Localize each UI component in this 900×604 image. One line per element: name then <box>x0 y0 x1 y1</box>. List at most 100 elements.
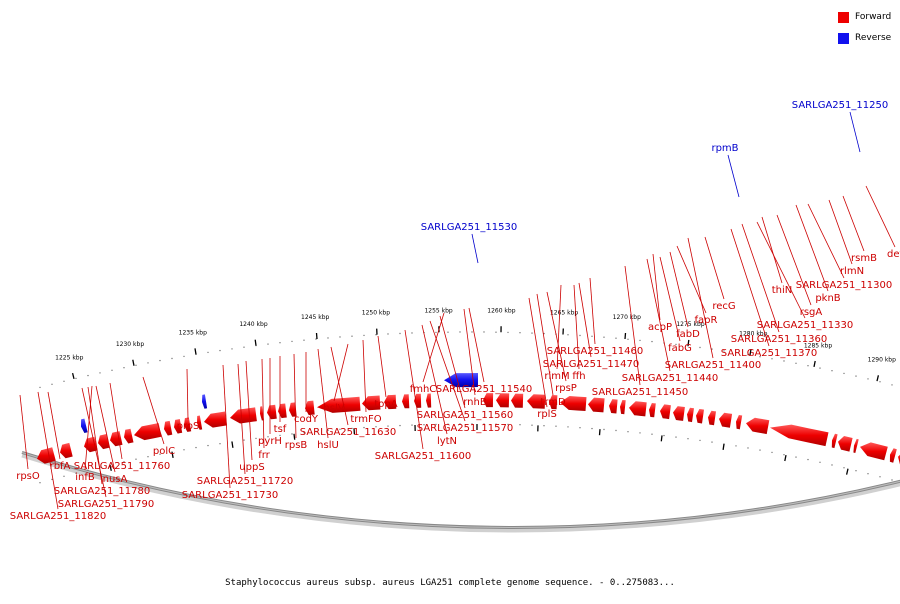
tick-dot <box>627 339 628 340</box>
forward-gene-label-hslv: hslV <box>323 403 344 414</box>
tick-dot <box>879 381 880 382</box>
forward-gene-label-sarlga251-11720: SARLGA251_11720 <box>197 476 293 487</box>
forward-gene-label-nusa: nusA <box>103 474 128 485</box>
tick-dot <box>819 462 820 463</box>
reverse-gene <box>81 419 88 433</box>
forward-leader-line <box>223 365 230 488</box>
tick-label: 1270 kbp <box>613 314 641 321</box>
tick-dot <box>471 331 472 332</box>
tick-dot <box>855 470 856 471</box>
forward-gene <box>134 423 161 440</box>
forward-gene-label-sarlga251-11780: SARLGA251_11780 <box>54 486 150 497</box>
tick-dot <box>855 375 856 376</box>
forward-leader-line <box>762 217 782 283</box>
forward-gene-label-sarlga251-11630: SARLGA251_11630 <box>300 427 396 438</box>
tick-dot <box>795 456 796 457</box>
tick-dot <box>135 459 136 460</box>
legend-reverse: Reverse <box>838 30 900 46</box>
tick-dot <box>111 370 112 371</box>
forward-gene <box>110 431 123 446</box>
forward-gene <box>649 403 656 417</box>
forward-gene <box>511 394 523 408</box>
forward-leader-line <box>670 252 688 327</box>
forward-gene <box>719 413 732 428</box>
tick-mark <box>255 340 256 346</box>
tick-dot <box>123 367 124 368</box>
tick-dot <box>279 342 280 343</box>
forward-gene-label-lytn: lytN <box>437 436 457 447</box>
forward-gene <box>620 400 626 414</box>
forward-leader-line <box>378 336 386 397</box>
forward-gene-label-sarlga251-11360: SARLGA251_11360 <box>731 334 827 345</box>
forward-gene <box>609 399 618 413</box>
tick-dot <box>807 459 808 460</box>
forward-leader-line <box>430 321 465 421</box>
tick-dot <box>879 476 880 477</box>
tick-dot <box>615 338 616 339</box>
forward-gene-label-sarlga251-11300: SARLGA251_11300 <box>796 280 892 291</box>
tick-dot <box>159 360 160 361</box>
tick-dot <box>579 427 580 428</box>
tick-dot <box>843 373 844 374</box>
forward-gene-label-rpsb: rpsB <box>285 440 308 451</box>
forward-gene <box>687 408 694 422</box>
tick-dot <box>579 335 580 336</box>
legend-forward-label: Forward <box>855 12 891 22</box>
tick-label: 1245 kbp <box>301 314 329 321</box>
tick-dot <box>39 482 40 483</box>
tick-label: 1265 kbp <box>550 310 578 317</box>
tick-dot <box>843 467 844 468</box>
tick-label: 1260 kbp <box>487 307 515 314</box>
forward-gene <box>60 443 73 458</box>
tick-label: 1240 kbp <box>239 321 267 328</box>
forward-leader-line <box>647 259 670 371</box>
forward-leader-line <box>688 238 713 358</box>
forward-gene-label-rlmn: rlmN <box>840 266 864 277</box>
forward-gene-label-sarlga251-11570: SARLGA251_11570 <box>417 423 513 434</box>
forward-gene-label-cody: codY <box>294 414 319 425</box>
tick-dot <box>387 333 388 334</box>
tick-dot <box>519 332 520 333</box>
forward-gene-label-frr: frr <box>258 450 270 461</box>
tick-mark <box>317 333 318 339</box>
forward-gene-label-rbfa: rbfA <box>50 461 71 472</box>
reverse-leader-line <box>728 155 739 197</box>
forward-gene-label-hslu: hslU <box>317 440 339 451</box>
tick-label: 1235 kbp <box>179 330 207 337</box>
forward-gene <box>673 406 685 421</box>
caption: Staphylococcus aureus subsp. aureus LGA2… <box>0 578 900 588</box>
tick-dot <box>195 447 196 448</box>
forward-gene-label-sarlga251-11540: SARLGA251_11540 <box>436 384 532 395</box>
forward-gene <box>278 404 287 419</box>
forward-gene <box>230 407 257 423</box>
reverse-gene-label-sarlga251-11530: SARLGA251_11530 <box>421 222 517 233</box>
legend: Forward Reverse <box>838 9 900 51</box>
tick-dot <box>783 454 784 455</box>
tick-dot <box>735 445 736 446</box>
tick-dot <box>567 334 568 335</box>
forward-gene-label-acpp: acpP <box>648 322 672 333</box>
legend-forward: Forward <box>838 9 900 25</box>
tick-dot <box>759 449 760 450</box>
tick-dot <box>219 350 220 351</box>
forward-gene <box>98 434 110 449</box>
forward-gene-label-topa: topA <box>374 399 397 410</box>
tick-dot <box>531 332 532 333</box>
forward-gene-label-fmhc: fmhC <box>410 384 437 395</box>
forward-gene-label-sarlga251-11330: SARLGA251_11330 <box>757 320 853 331</box>
tick-mark <box>814 361 815 367</box>
tick-dot <box>783 360 784 361</box>
forward-gene-label-sarlga251-11370: SARLGA251_11370 <box>721 348 817 359</box>
forward-gene-label-pyrh: pyrH <box>258 436 282 447</box>
forward-gene-label-sarlga251-11450: SARLGA251_11450 <box>592 387 688 398</box>
tick-dot <box>891 479 892 480</box>
forward-leader-line <box>262 359 264 448</box>
reverse-gene <box>202 394 207 408</box>
forward-leader-line <box>705 237 724 299</box>
tick-dot <box>543 425 544 426</box>
tick-dot <box>303 340 304 341</box>
tick-dot <box>807 365 808 366</box>
tick-dot <box>603 337 604 338</box>
forward-gene-label-sarlga251-11790: SARLGA251_11790 <box>58 499 154 510</box>
tick-dot <box>207 352 208 353</box>
